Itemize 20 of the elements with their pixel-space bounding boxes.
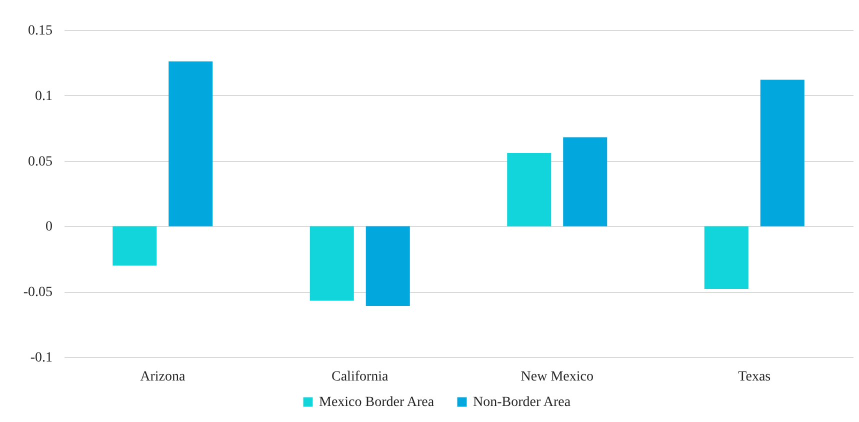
- bar: [168, 61, 213, 226]
- x-tick-label: California: [331, 370, 390, 384]
- y-tick-label: 0.05: [28, 154, 52, 170]
- legend-label: Non-Border Area: [473, 395, 572, 410]
- bar: [760, 80, 804, 226]
- x-tick-label: New Mexico: [520, 370, 594, 384]
- bar: [704, 226, 748, 289]
- bar: [112, 226, 157, 266]
- y-tick-label: 0: [46, 220, 52, 235]
- y-tick-label: 0.1: [35, 88, 52, 104]
- y-tick-label: -0.05: [23, 285, 52, 300]
- bar: [366, 226, 410, 306]
- y-tick-label: 0.15: [28, 24, 52, 38]
- x-tick-label: Texas: [738, 370, 771, 384]
- x-tick-label: Arizona: [140, 370, 186, 384]
- bar: [310, 226, 354, 301]
- y-tick-label: -0.1: [30, 350, 52, 366]
- bar: [563, 137, 608, 226]
- legend-label: Mexico Border Area: [319, 395, 435, 410]
- bar: [507, 152, 552, 226]
